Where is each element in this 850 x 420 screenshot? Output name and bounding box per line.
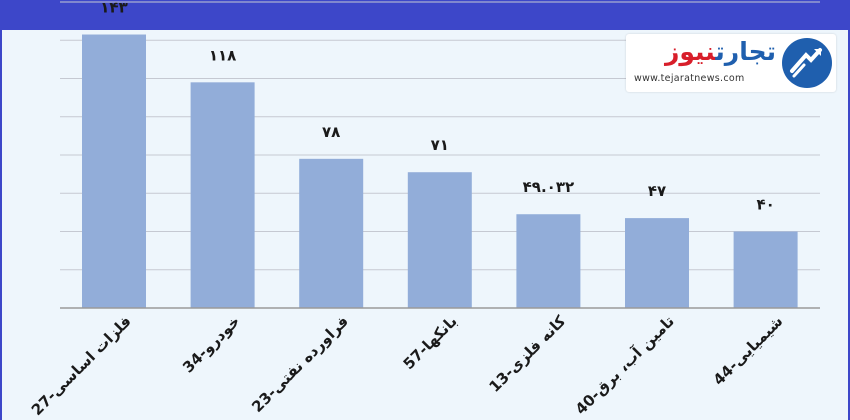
category-label-group: 13-کانه فلزی — [485, 312, 569, 396]
bar — [407, 172, 472, 308]
category-label-group: 44-شیمیایی — [710, 312, 787, 389]
data-label: ۴۹.۰۳۲ — [523, 178, 574, 196]
data-label: ۱۴۳ — [100, 0, 127, 17]
bar — [190, 82, 255, 308]
data-label: ۱۱۸ — [209, 46, 236, 64]
data-label: ۷۸ — [322, 123, 340, 141]
data-label: ۴۷ — [648, 182, 666, 200]
brand-name-part2: نیوز — [664, 37, 716, 66]
category-label: 27-فلزات اساسی — [28, 312, 135, 419]
category-label: 23-فراورده نفتی — [248, 312, 352, 416]
category-label: 13-کانه فلزی — [485, 312, 569, 396]
brand-name-part1: تجارت — [715, 37, 776, 66]
category-label-group: 57-بانکها — [400, 312, 461, 373]
arrow-up-icon — [782, 38, 832, 88]
category-label: 44-شیمیایی — [710, 312, 787, 389]
bar — [733, 231, 798, 308]
header-bar — [0, 0, 850, 30]
category-label-group: 23-فراورده نفتی — [248, 312, 352, 416]
data-label: ۷۱ — [431, 136, 449, 154]
data-label: ۴۰ — [756, 196, 774, 214]
bar — [516, 214, 581, 308]
brand-name: تجارتنیوز — [665, 36, 776, 68]
bar — [82, 34, 146, 308]
category-label-group: 34-خودرو — [179, 312, 243, 376]
category-label-group: 27-فلزات اساسی — [28, 312, 135, 419]
category-label: 34-خودرو — [179, 312, 243, 376]
category-label-group: 40-تامین آب، برق — [572, 312, 678, 418]
brand-url: www.tejaratnews.com — [634, 73, 745, 84]
category-label: 57-بانکها — [400, 312, 461, 373]
category-label: 40-تامین آب، برق — [572, 312, 678, 418]
bar — [625, 218, 689, 308]
brand-logo: تجارتنیوز www.tejaratnews.com — [626, 34, 836, 92]
bar — [299, 158, 364, 308]
